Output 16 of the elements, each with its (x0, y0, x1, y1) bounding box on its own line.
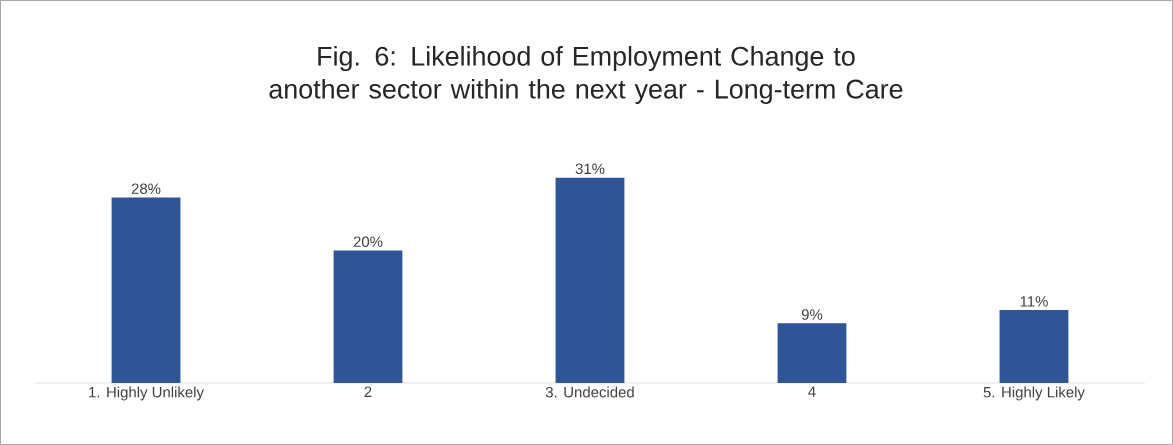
x-tick-label: 3. Undecided (545, 386, 634, 398)
data-label: 11% (1020, 296, 1048, 307)
data-label: 28% (131, 183, 161, 194)
bar (333, 250, 403, 383)
data-label: 9% (801, 309, 823, 320)
bar (999, 310, 1069, 383)
x-tick-label: 5. Highly Likely (983, 386, 1085, 401)
data-label: 20% (353, 236, 383, 247)
x-tick-label: 2 (364, 386, 372, 397)
bar (777, 323, 847, 383)
x-tick-label: 1. Highly Unlikely (89, 386, 204, 401)
chart-title: Fig. 6: Likelihood of Employment Change to another sector within the next year - Long-term Care (269, 46, 903, 104)
bar (555, 177, 625, 383)
data-label: 31% (575, 163, 605, 175)
bar (111, 197, 181, 383)
x-tick-label: 4 (808, 386, 816, 397)
